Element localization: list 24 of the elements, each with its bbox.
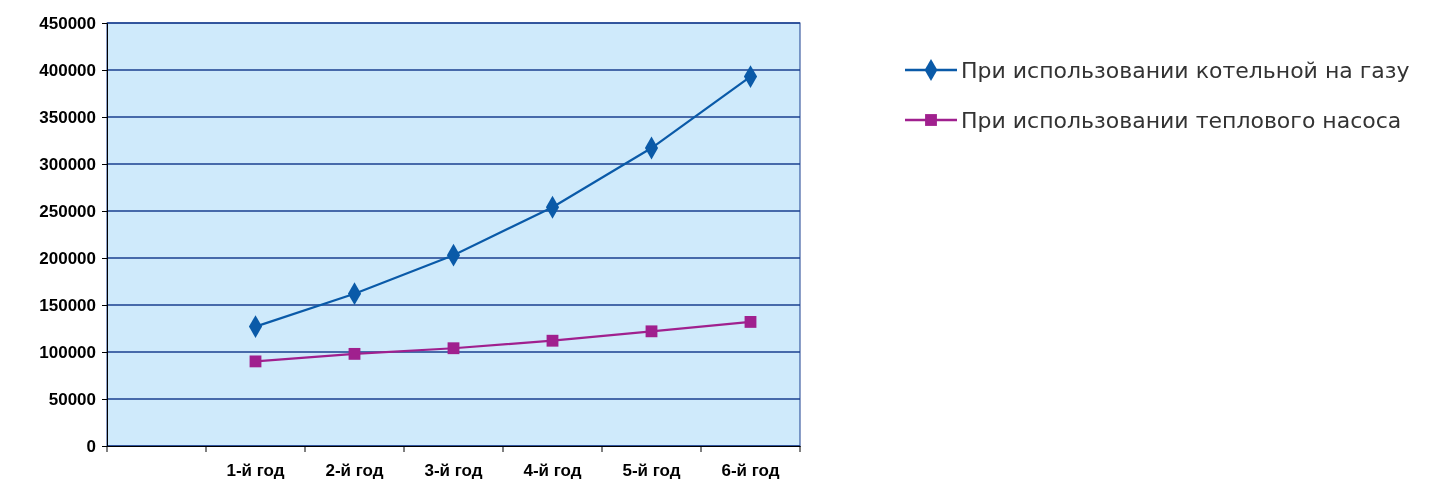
y-tick-label: 150000 [39,295,96,315]
y-tick-label: 450000 [39,13,96,33]
x-tick-label: 3-й год [424,461,483,481]
y-tick-label: 0 [86,436,96,456]
x-tick-label: 6-й год [721,461,780,481]
y-tick-label: 350000 [39,107,96,127]
point [249,355,262,368]
point [447,342,460,355]
y-tick-label: 250000 [39,201,96,221]
y-tick-label: 100000 [39,342,96,362]
y-tick-label: 300000 [39,154,96,174]
point [546,334,559,347]
x-tick-label: 2-й год [325,461,384,481]
point [744,316,757,328]
x-tick-label: 4-й год [523,461,582,481]
y-tick-label: 50000 [48,389,96,409]
x-tick-label: 5-й год [622,461,681,481]
point [645,325,658,338]
y-tick-label: 200000 [39,248,96,268]
legend-label: При использовании теплового насоса [961,108,1402,133]
point [348,347,361,360]
x-tick-label: 1-й год [226,461,285,481]
legend-label: При использовании котельной на газу [961,58,1410,83]
y-tick-label: 400000 [39,60,96,80]
